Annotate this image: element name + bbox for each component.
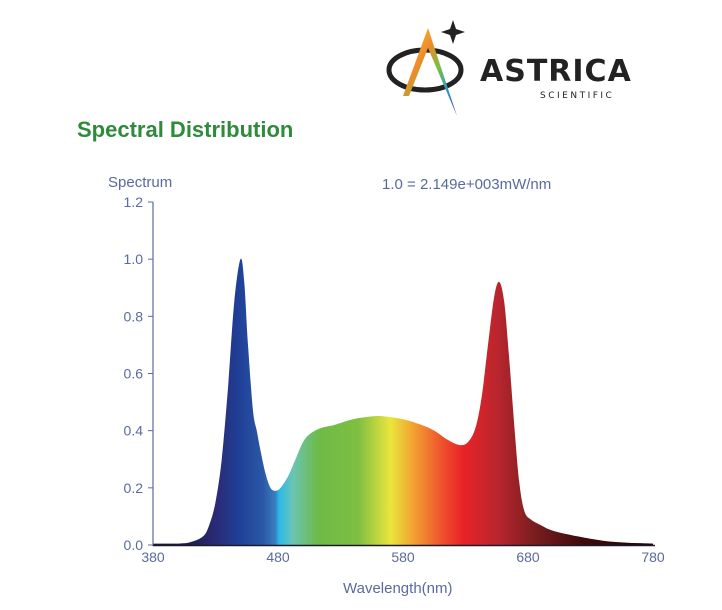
x-tick-label: 680 bbox=[516, 549, 540, 565]
y-tick-label: 0.4 bbox=[124, 423, 144, 439]
y-tick-label: 0.8 bbox=[124, 308, 144, 324]
y-tick-label: 0.0 bbox=[124, 537, 144, 553]
y-tick-label: 1.2 bbox=[124, 194, 144, 210]
x-tick-label: 780 bbox=[641, 549, 665, 565]
x-tick-label: 580 bbox=[391, 549, 415, 565]
x-tick-label: 480 bbox=[266, 549, 290, 565]
chart-title: Spectral Distribution bbox=[77, 117, 294, 142]
y-tick-label: 0.6 bbox=[124, 366, 144, 382]
svg-text:SCIENTIFIC: SCIENTIFIC bbox=[540, 91, 614, 101]
x-axis-label: Wavelength(nm) bbox=[343, 580, 452, 597]
y-tick-label: 0.2 bbox=[124, 480, 144, 496]
svg-text:ASTRICA: ASTRICA bbox=[480, 54, 632, 89]
y-axis-label: Spectrum bbox=[108, 174, 172, 191]
scale-annotation: 1.0 = 2.149e+003mW/nm bbox=[382, 176, 551, 193]
spectrum-area bbox=[153, 258, 653, 545]
y-tick-label: 1.0 bbox=[124, 251, 144, 267]
astrica-logo: ASTRICA SCIENTIFIC bbox=[386, 20, 632, 116]
x-tick-label: 380 bbox=[141, 549, 165, 565]
